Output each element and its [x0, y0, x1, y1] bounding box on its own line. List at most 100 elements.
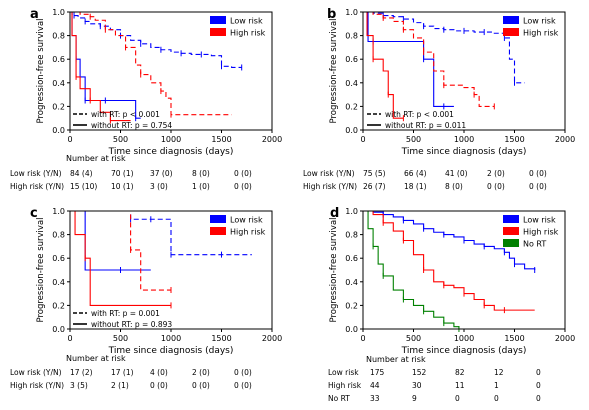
- p-value-annotation: with RT: p < 0.001: [385, 110, 454, 119]
- risk-table-row-label: High risk (Y/N): [10, 182, 64, 191]
- panel-label: c: [30, 206, 38, 221]
- risk-table-heading: Number at risk: [66, 154, 126, 163]
- risk-table-cell: 30: [412, 381, 422, 390]
- risk-table-cell: 12: [494, 368, 504, 377]
- risk-table-cell: 1: [494, 381, 499, 390]
- x-tick-label: 1500: [504, 135, 524, 144]
- p-value-annotation: with RT: p = 0.001: [91, 309, 160, 318]
- y-tick-label: 0.8: [52, 231, 65, 240]
- legend-entry: Low risk: [523, 216, 556, 225]
- y-tick-label: 0.2: [345, 301, 358, 310]
- x-tick-label: 0: [67, 135, 72, 144]
- y-axis-label: Progression-free survival: [36, 18, 46, 123]
- risk-table-cell: 17 (2): [70, 368, 93, 377]
- risk-table-cell: 0: [536, 381, 541, 390]
- y-tick-label: 0.8: [345, 32, 358, 41]
- risk-table-row-label: Low risk (Y/N): [10, 169, 62, 178]
- risk-table: Number at risk Low risk (Y/N) 84 (4) 70 (1)…: [10, 154, 252, 191]
- risk-table-cell: 11: [455, 381, 465, 390]
- y-tick-label: 0.2: [345, 102, 358, 111]
- series-line-high-risk: [363, 210, 535, 311]
- risk-table-cell: 152: [412, 368, 427, 377]
- risk-table-cell: 33: [370, 394, 380, 403]
- panel-label: a: [30, 7, 39, 22]
- risk-table-cell: 0: [536, 368, 541, 377]
- p-value-annotation: without RT: p = 0.754: [91, 121, 172, 130]
- y-tick-label: 0.6: [345, 254, 358, 263]
- risk-table-cell: 0 (0): [529, 169, 547, 178]
- y-tick-label: 0.8: [345, 231, 358, 240]
- series-line-curve-3: [70, 210, 171, 306]
- legend-swatch: [503, 239, 519, 247]
- risk-table-cell: 0 (0): [529, 182, 547, 191]
- legend: Low risk High risk No RT: [503, 215, 559, 249]
- x-tick-label: 500: [406, 135, 421, 144]
- x-tick-label: 1000: [454, 135, 474, 144]
- risk-table-row-label: No RT: [328, 394, 350, 403]
- risk-table-cell: 0 (0): [234, 182, 252, 191]
- risk-table-cell: 26 (7): [363, 182, 386, 191]
- risk-table-heading: Number at risk: [66, 354, 126, 363]
- y-axis-label: Progression-free survival: [36, 217, 46, 322]
- series-line-curve-3: [363, 11, 404, 119]
- legend-entry: Low risk: [230, 216, 263, 225]
- x-axis-label: Time since diagnosis (days): [401, 346, 527, 356]
- risk-table-cell: 2 (0): [192, 368, 210, 377]
- panel-d: d0 500 1000 1500 20000.00.20.40.60.81.0Time …: [328, 206, 575, 403]
- y-tick-label: 1.0: [345, 207, 358, 216]
- legend-entry: High risk: [523, 228, 559, 237]
- risk-table: Low risk (Y/N) 75 (5) 66 (4) 41 (0) 2 (0) 0 (…: [303, 169, 547, 191]
- risk-table-cell: 175: [370, 368, 385, 377]
- risk-table: Number at risk Low risk (Y/N) 17 (2) 17 (1)…: [10, 354, 252, 390]
- legend-swatch: [210, 28, 226, 36]
- series-line-curve-1: [70, 210, 151, 271]
- risk-table-cell: 0: [494, 394, 499, 403]
- risk-table: Number at risk Low risk 175 152 82 12 0 High ri…: [328, 355, 541, 403]
- risk-table-cell: 0 (0): [234, 368, 252, 377]
- panel-c: c 0 500 1000 1500 2000 0.0 0.2 0.4 0.6 0.8 1.0 Time …: [10, 206, 282, 390]
- x-tick-label: 500: [113, 135, 128, 144]
- series-line-low-risk-dashed: [70, 11, 242, 69]
- y-tick-label: 0.6: [52, 55, 65, 64]
- x-axis-label: Time since diagnosis (days): [108, 147, 234, 157]
- risk-table-row-label: Low risk: [328, 368, 359, 377]
- legend-entry: No RT: [523, 240, 546, 249]
- y-tick-label: 0.0: [52, 126, 65, 135]
- risk-table-cell: 66 (4): [404, 169, 427, 178]
- legend: Low risk High risk: [210, 16, 266, 38]
- risk-table-cell: 70 (1): [111, 169, 134, 178]
- y-tick-label: 0.2: [52, 102, 65, 111]
- legend-swatch: [210, 215, 226, 223]
- legend-swatch: [503, 28, 519, 36]
- x-tick-label: 1000: [161, 135, 181, 144]
- risk-table-cell: 0: [455, 394, 460, 403]
- p-value-annotation: with RT: p < 0.001: [91, 110, 160, 119]
- panel-a: a 0 500 1000 1500 2000 0.0 0.2 0.4 0.6 0.8 1.0 Time …: [10, 7, 282, 191]
- risk-table-cell: 75 (5): [363, 169, 386, 178]
- x-tick-label: 1500: [211, 135, 231, 144]
- risk-table-row-label: High risk (Y/N): [10, 381, 64, 390]
- risk-table-cell: 3 (0): [150, 182, 168, 191]
- risk-table-cell: 8 (0): [192, 169, 210, 178]
- y-tick-label: 0.4: [345, 278, 358, 287]
- risk-table-cell: 15 (10): [70, 182, 97, 191]
- risk-table-cell: 0: [536, 394, 541, 403]
- x-tick-label: 0: [360, 334, 365, 343]
- y-tick-label: 0.0: [345, 325, 358, 334]
- y-tick-label: 0.2: [52, 301, 65, 310]
- legend: Low risk High risk: [503, 16, 559, 38]
- risk-table-cell: 2 (0): [487, 169, 505, 178]
- x-axis-label: Time since diagnosis (days): [108, 346, 234, 356]
- series-line-high-risk-dashed: [70, 11, 232, 116]
- risk-table-cell: 10 (1): [111, 182, 134, 191]
- x-tick-label: 0: [67, 334, 72, 343]
- x-tick-label: 0: [360, 135, 365, 144]
- y-axis-label: Progression-free survival: [329, 18, 339, 123]
- y-tick-label: 0.0: [345, 126, 358, 135]
- x-tick-label: 2000: [555, 135, 575, 144]
- risk-table-cell: 0 (0): [234, 381, 252, 390]
- risk-table-cell: 82: [455, 368, 465, 377]
- legend-swatch: [503, 215, 519, 223]
- legend-swatch: [210, 16, 226, 24]
- risk-table-cell: 0 (0): [192, 381, 210, 390]
